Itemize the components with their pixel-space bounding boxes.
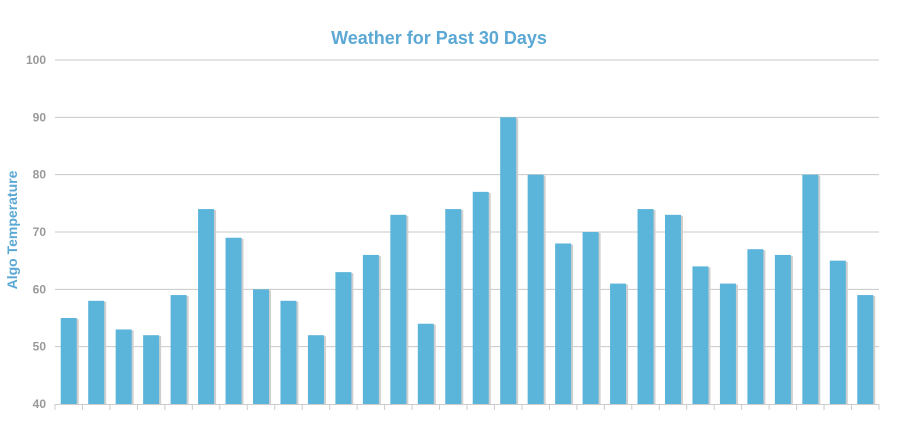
bar[interactable] [802,174,819,404]
bar[interactable] [170,295,187,404]
bar[interactable] [60,318,77,404]
bar[interactable] [88,300,105,404]
bar[interactable] [390,214,407,404]
y-tick-labels: 40 50 60 70 80 90 100 [26,53,46,411]
bars [60,117,876,404]
bar[interactable] [417,323,434,404]
y-tick-label: 50 [33,340,47,354]
y-tick-label: 40 [33,397,47,411]
bar[interactable] [500,117,517,404]
bar[interactable] [747,249,764,404]
bar[interactable] [307,335,324,404]
bar[interactable] [472,191,489,404]
bar[interactable] [555,243,572,404]
y-tick-label: 70 [33,225,47,239]
bar[interactable] [665,214,681,404]
bar[interactable] [637,209,654,404]
chart-title: Weather for Past 30 Days [331,28,547,48]
y-tick-label: 80 [33,168,47,182]
x-axis [54,404,880,410]
bar[interactable] [335,272,352,404]
bar[interactable] [143,335,160,404]
y-axis-title: Algo Temperature [4,170,20,289]
bar[interactable] [829,260,846,404]
bar[interactable] [719,283,736,404]
bar[interactable] [857,295,874,404]
bar[interactable] [225,237,242,404]
gridlines [55,59,879,348]
bar[interactable] [527,174,544,404]
y-tick-label: 90 [33,110,47,124]
bar[interactable] [198,209,215,404]
bar[interactable] [692,266,709,404]
bar[interactable] [115,329,132,404]
y-tick-label: 60 [33,282,47,296]
bar[interactable] [774,254,791,404]
bar[interactable] [362,254,379,404]
bar[interactable] [445,209,462,404]
y-tick-label: 100 [26,53,46,67]
bar[interactable] [253,289,269,404]
bar[interactable] [610,283,627,404]
bar[interactable] [280,300,297,404]
bar[interactable] [582,232,599,404]
